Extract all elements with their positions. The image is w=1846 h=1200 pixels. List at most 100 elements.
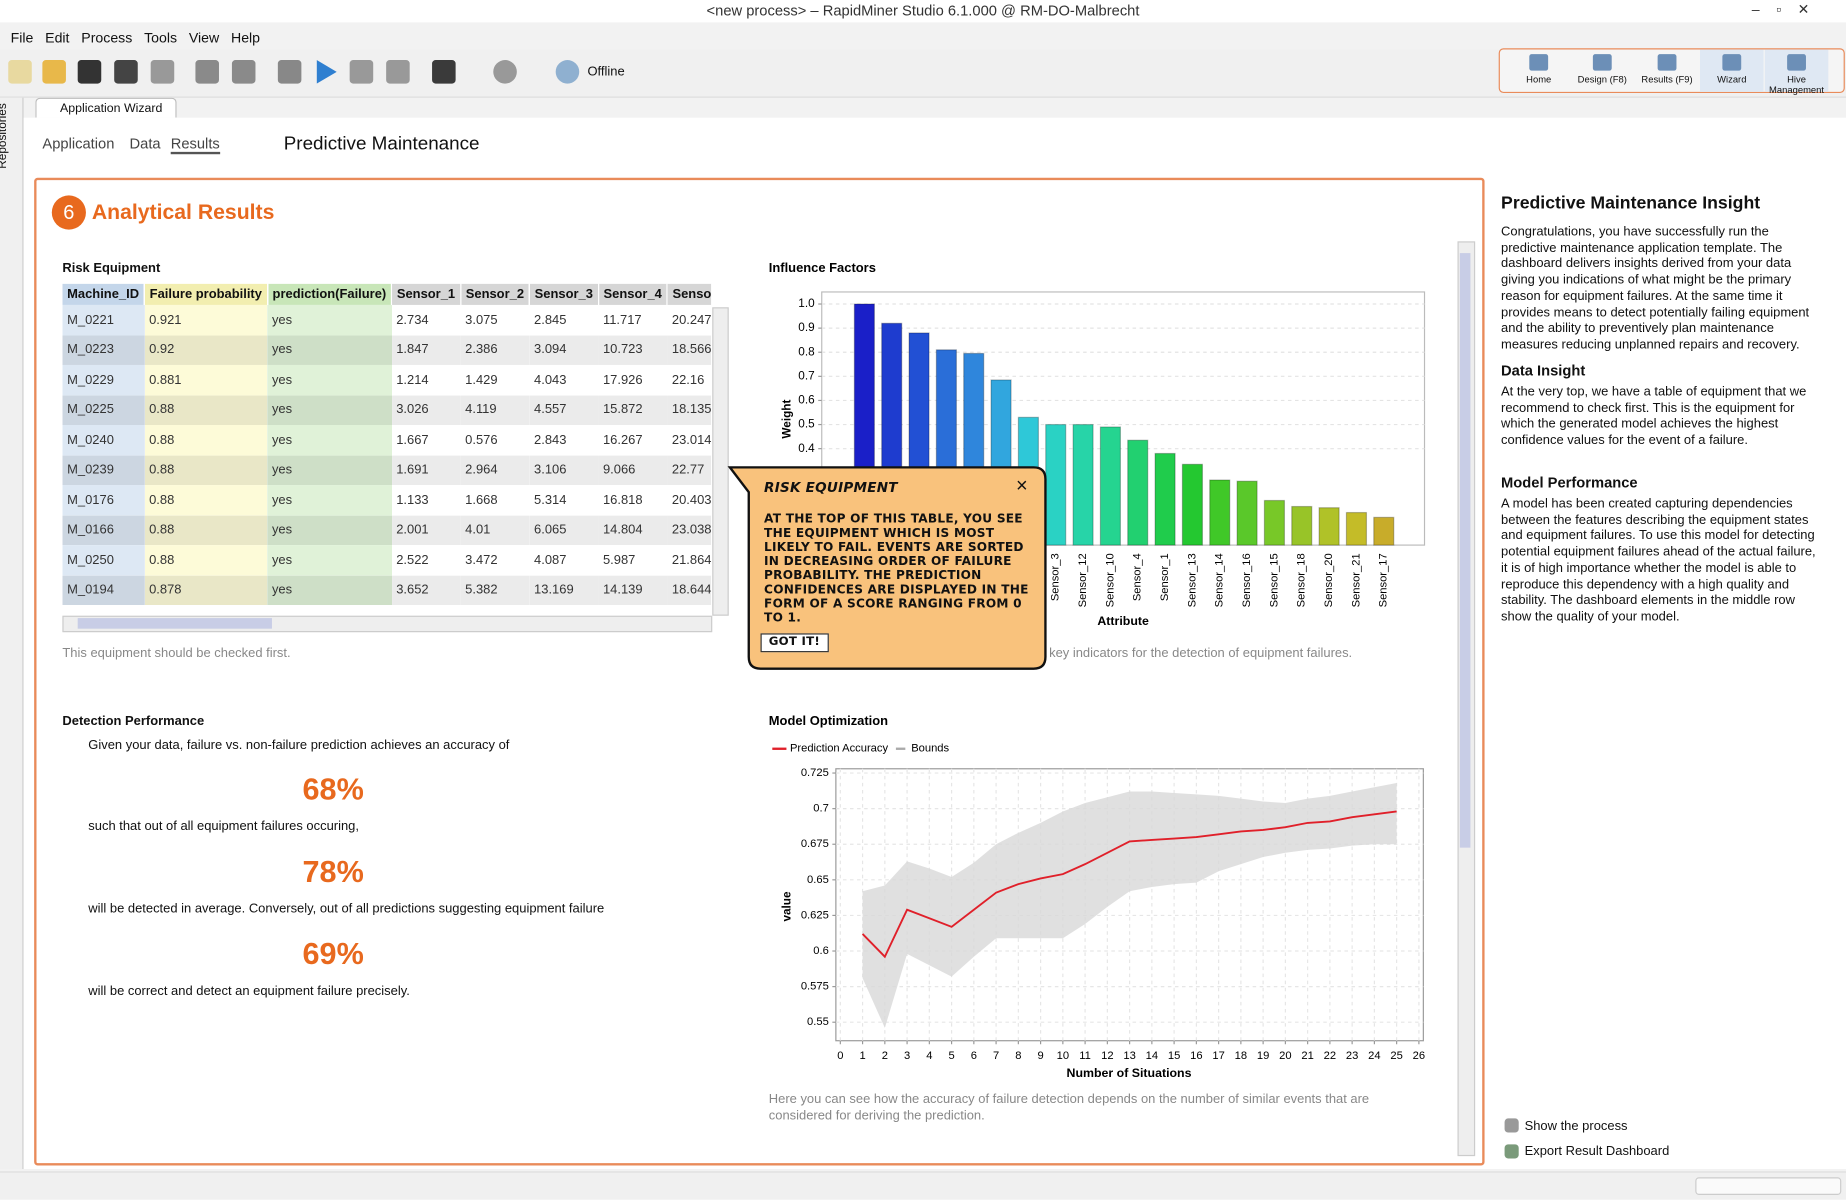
table-row[interactable]: M_0240 0.88 yes 1.667 0.576 2.843 16.267 23.014…	[62, 425, 712, 456]
x-tick-label: 5	[948, 1050, 954, 1062]
table-hscroll-thumb[interactable]	[77, 618, 272, 629]
perspective-icon	[1592, 54, 1612, 71]
table-row[interactable]: M_0221 0.921 yes 2.734 3.075 2.845 11.717 20.24…	[62, 304, 712, 335]
legend-label: Prediction Accuracy	[790, 743, 889, 755]
table-cell: 13.169	[529, 575, 598, 606]
print-icon[interactable]	[150, 60, 175, 84]
menu-item[interactable]: File	[10, 29, 34, 46]
menu-item[interactable]: View	[188, 29, 220, 46]
table-cell: 4.087	[529, 545, 598, 576]
x-tick-label: 17	[1212, 1050, 1224, 1062]
window-controls[interactable]: –▫✕	[1751, 1, 1826, 18]
x-tick-label: 16	[1190, 1050, 1202, 1062]
perspective-label: Design (F8)	[1577, 74, 1627, 85]
x-tick-label: 14	[1146, 1050, 1158, 1062]
doc-tab-label: Application Wizard	[60, 101, 163, 116]
table-cell: yes	[267, 425, 391, 456]
connection-status[interactable]: Offline	[587, 64, 625, 79]
table-row[interactable]: M_0176 0.88 yes 1.133 1.668 5.314 16.818 20.403…	[62, 485, 712, 516]
table-cell: 1.133	[392, 485, 461, 516]
nav-tab[interactable]: Application	[42, 135, 115, 152]
table-row[interactable]: M_0229 0.881 yes 1.214 1.429 4.043 17.926 22.16…	[62, 364, 712, 395]
table-cell: 5.382	[460, 575, 529, 606]
detection-text: Given your data, failure vs. non-failure…	[88, 738, 510, 753]
table-cell: 4.119	[460, 394, 529, 426]
x-tick-label: 13	[1123, 1050, 1135, 1062]
perspective-button[interactable]: Hive Management	[1764, 49, 1829, 95]
table-cell: 20.247	[667, 304, 712, 335]
table-cell: yes	[267, 575, 391, 606]
column-header[interactable]: prediction(Failure)	[267, 283, 393, 305]
menu-item[interactable]: Tools	[144, 29, 178, 46]
pause-icon[interactable]	[349, 60, 374, 84]
link[interactable]: Show the process	[1524, 1119, 1628, 1134]
save-icon[interactable]	[77, 60, 102, 84]
perspective-label: Wizard	[1717, 74, 1747, 85]
table-cell: M_0194	[62, 575, 144, 606]
offline-icon[interactable]	[555, 60, 580, 84]
detection-text: will be correct and detect an equipment …	[88, 984, 410, 999]
popup-title: RISK EQUIPMENT	[764, 479, 898, 496]
x-tick-label: Sensor_12	[1077, 553, 1089, 607]
column-header[interactable]: Sensor_4	[598, 283, 668, 305]
step-icon[interactable]	[277, 60, 302, 84]
open-icon[interactable]	[42, 60, 66, 84]
popup-button[interactable]: GOT IT!	[760, 633, 829, 653]
table-cell: M_0221	[62, 304, 144, 335]
perspective-label: Hive Management	[1769, 74, 1825, 96]
nav-tab-active[interactable]: Results	[170, 135, 220, 155]
bar	[1072, 423, 1094, 546]
perspective-button[interactable]: Wizard	[1700, 49, 1764, 92]
table-row[interactable]: M_01660.88yes2.0014.016.06514.80423.0381…	[62, 515, 712, 546]
stop-icon[interactable]	[386, 60, 410, 84]
column-header[interactable]: Sensor_1	[391, 283, 462, 305]
x-tick-label: 6	[971, 1050, 977, 1062]
table-cell: 2.734	[392, 304, 461, 335]
menu-item[interactable]: Edit	[45, 29, 70, 46]
save-as-icon[interactable]	[114, 60, 138, 84]
table-cell: 2.964	[460, 455, 529, 486]
doc-tab[interactable]	[35, 97, 177, 118]
table-vscroll[interactable]	[712, 307, 729, 616]
column-header[interactable]: Sensor_3	[529, 283, 599, 305]
menu-item[interactable]: Process	[81, 29, 133, 46]
table-row[interactable]: M_0194 0.878 yes 3.652 5.382 13.169 14.139 18.6…	[62, 575, 712, 606]
redo-icon[interactable]	[231, 60, 256, 84]
x-tick-label: 20	[1279, 1050, 1291, 1062]
popup-close[interactable]: ×	[1016, 474, 1028, 497]
column-header[interactable]: Sensor_5	[667, 283, 712, 305]
column-header[interactable]: Failure probability	[144, 283, 268, 305]
table-cell: 14.804	[598, 515, 667, 546]
table-cell: 1.691	[392, 455, 461, 486]
table-row[interactable]: M_0223 0.92 yes 1.847 2.386 3.094 10.723 18.566…	[62, 334, 712, 365]
table-cell: M_0250	[62, 545, 144, 576]
popup-text: AT THE TOP OF THIS TABLE, YOU SEE THE EQ…	[764, 512, 1029, 626]
perspective-button[interactable]: Home	[1507, 49, 1571, 91]
x-tick-label: 25	[1390, 1050, 1402, 1062]
link[interactable]: Export Result Dashboard	[1524, 1144, 1670, 1159]
detection-figure: 68%	[302, 771, 364, 807]
table-row[interactable]: M_0225 0.88 yes 3.026 4.119 4.557 15.872 18.135…	[62, 394, 712, 426]
new-icon[interactable]	[8, 60, 32, 84]
validate-icon[interactable]	[432, 60, 456, 84]
perspective-button[interactable]: Results (F9)	[1635, 49, 1699, 91]
perspective-button[interactable]: Design (F8)	[1571, 49, 1635, 91]
table-cell: 0.88	[144, 485, 267, 516]
export-icon[interactable]	[1504, 1144, 1519, 1159]
y-tick-label: 0.65	[807, 874, 829, 886]
column-header[interactable]: Sensor_2	[460, 283, 530, 305]
risk-table: Machine_ID Failure probability prediction(…	[62, 283, 712, 614]
column-header[interactable]: Machine_ID	[62, 283, 145, 305]
nav-tab[interactable]: Data	[129, 135, 161, 152]
insight-text: A model has been created capturing depen…	[1501, 496, 1816, 624]
panel-scroll-thumb[interactable]	[1459, 253, 1471, 848]
cloud-icon[interactable]	[493, 60, 517, 84]
menu-item[interactable]: Help	[230, 29, 261, 46]
table-row[interactable]: M_02500.88yes2.5223.4724.0875.98721.8641…	[62, 545, 712, 576]
undo-icon[interactable]	[195, 60, 219, 84]
perspective-label: Results (F9)	[1641, 74, 1693, 85]
process-icon[interactable]	[1504, 1118, 1519, 1133]
